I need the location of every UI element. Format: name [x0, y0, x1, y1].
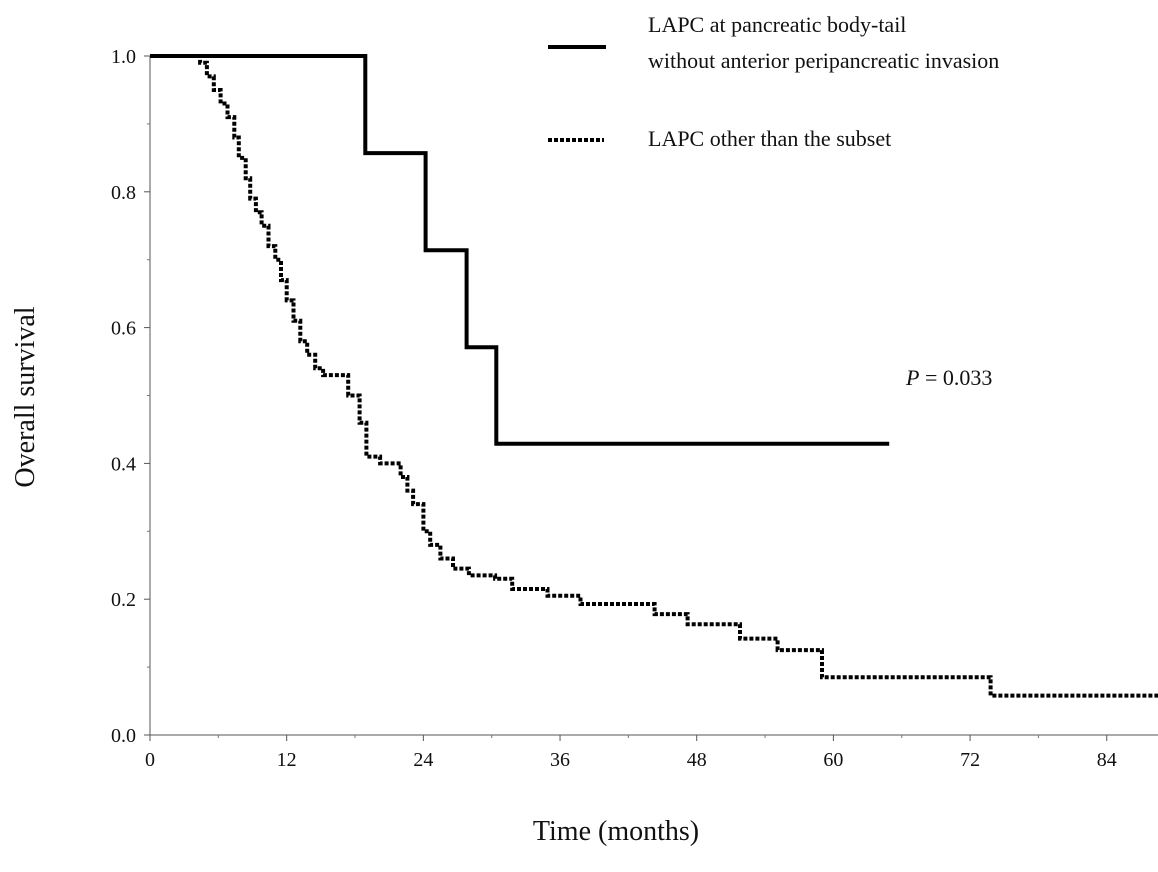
legend-label-1: without anterior peripancreatic invasion — [648, 48, 999, 73]
series-layer — [150, 54, 1158, 698]
y-tick-label: 0.2 — [111, 589, 136, 611]
y-tick-label: 0.4 — [111, 453, 136, 475]
x-tick-label: 24 — [413, 749, 433, 771]
x-axis-title: Time (months) — [533, 816, 699, 847]
legend-label-1: LAPC at pancreatic body-tail — [648, 12, 906, 37]
y-tick-label: 0.0 — [111, 725, 136, 747]
survival-curve-1 — [150, 54, 890, 446]
p-value-label: P — [905, 365, 919, 390]
y-tick-label: 1.0 — [111, 46, 136, 68]
p-value-annotation: P = 0.033 — [905, 365, 992, 390]
x-tick-label: 36 — [550, 749, 570, 771]
x-tick-label: 48 — [687, 749, 707, 771]
legend-label-2: LAPC other than the subset — [648, 126, 891, 151]
x-tick-label: 60 — [823, 749, 843, 771]
y-tick-label: 0.6 — [111, 318, 136, 340]
y-axis-title: Overall survival — [10, 306, 41, 487]
x-tick-label: 84 — [1097, 749, 1117, 771]
axes — [149, 56, 1158, 736]
legend: LAPC at pancreatic body-tail without ante… — [548, 12, 999, 151]
p-value-text: = 0.033 — [919, 365, 992, 390]
y-tick-label: 0.8 — [111, 182, 136, 204]
ticks: 0.0 0.2 0.4 0.6 0.8 1.0 0 12 24 36 48 60 72 84 — [111, 46, 1117, 771]
survival-curve-2 — [150, 54, 1158, 698]
x-tick-label: 72 — [960, 749, 980, 771]
x-tick-label: 0 — [145, 749, 155, 771]
x-tick-label: 12 — [277, 749, 297, 771]
